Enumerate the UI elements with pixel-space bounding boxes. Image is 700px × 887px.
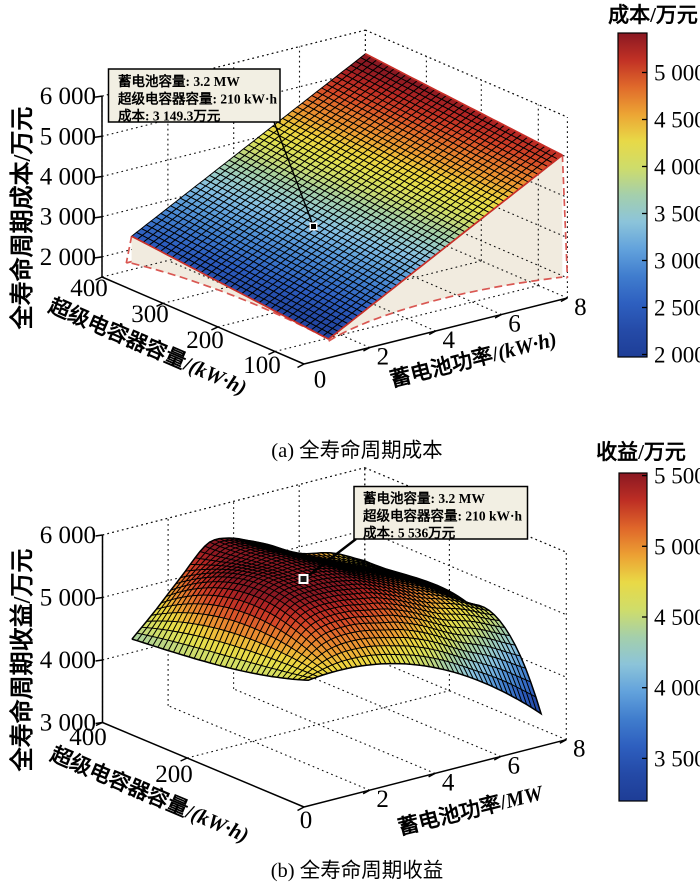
svg-text:100: 100 — [243, 352, 281, 379]
svg-text:6 000: 6 000 — [40, 83, 96, 110]
svg-text:4: 4 — [442, 769, 455, 796]
svg-text:5 000: 5 000 — [40, 585, 96, 612]
svg-text:8: 8 — [573, 736, 586, 763]
svg-text:成本: 3 149.3万元: 成本: 3 149.3万元 — [118, 108, 221, 124]
svg-text:2 000: 2 000 — [654, 343, 700, 368]
svg-text:300: 300 — [131, 301, 169, 328]
svg-text:超级电容器容量: 210 kW·h: 超级电容器容量: 210 kW·h — [362, 508, 523, 524]
svg-text:4 000: 4 000 — [654, 676, 700, 701]
svg-text:2: 2 — [377, 344, 390, 371]
svg-text:(b) 全寿命周期收益: (b) 全寿命周期收益 — [271, 859, 444, 882]
svg-text:蓄电池容量: 3.2 MW: 蓄电池容量: 3.2 MW — [118, 73, 240, 89]
svg-text:400: 400 — [69, 724, 107, 751]
svg-text:6: 6 — [507, 753, 520, 780]
svg-text:4: 4 — [442, 327, 455, 354]
svg-text:2 500: 2 500 — [654, 296, 700, 321]
svg-text:3 000: 3 000 — [40, 710, 96, 737]
svg-text:200: 200 — [186, 327, 224, 354]
svg-text:成本: 5 536万元: 成本: 5 536万元 — [363, 525, 456, 541]
svg-text:全寿命周期成本/万元: 全寿命周期成本/万元 — [8, 107, 36, 331]
svg-text:收益/万元: 收益/万元 — [596, 440, 686, 464]
svg-text:(a) 全寿命周期成本: (a) 全寿命周期成本 — [271, 439, 442, 462]
svg-text:4 000: 4 000 — [654, 155, 700, 180]
svg-text:0: 0 — [300, 807, 313, 834]
svg-text:4 000: 4 000 — [40, 164, 96, 191]
svg-text:5 000: 5 000 — [654, 534, 700, 559]
svg-text:5 500: 5 500 — [654, 464, 700, 489]
svg-text:超级电容器容量: 210 kW·h: 超级电容器容量: 210 kW·h — [117, 91, 278, 107]
svg-text:0: 0 — [314, 367, 327, 394]
svg-text:3 000: 3 000 — [40, 204, 96, 231]
svg-text:蓄电池容量: 3.2 MW: 蓄电池容量: 3.2 MW — [363, 490, 485, 506]
svg-text:5 000: 5 000 — [654, 61, 700, 86]
svg-text:4 500: 4 500 — [654, 605, 700, 630]
svg-text:200: 200 — [155, 761, 193, 788]
svg-text:400: 400 — [70, 275, 108, 302]
svg-text:2: 2 — [376, 786, 389, 813]
svg-text:5 000: 5 000 — [40, 123, 96, 150]
svg-text:6 000: 6 000 — [40, 522, 96, 549]
svg-text:3 000: 3 000 — [654, 249, 700, 274]
svg-text:成本/万元: 成本/万元 — [608, 3, 698, 27]
svg-text:4 500: 4 500 — [654, 108, 700, 133]
svg-text:3 500: 3 500 — [654, 746, 700, 771]
svg-text:6: 6 — [508, 311, 521, 338]
svg-text:全寿命周期收益/万元: 全寿命周期收益/万元 — [8, 549, 36, 773]
svg-text:2 000: 2 000 — [40, 244, 96, 271]
svg-text:8: 8 — [574, 294, 587, 321]
svg-text:3 500: 3 500 — [654, 202, 700, 227]
svg-text:4 000: 4 000 — [40, 647, 96, 674]
